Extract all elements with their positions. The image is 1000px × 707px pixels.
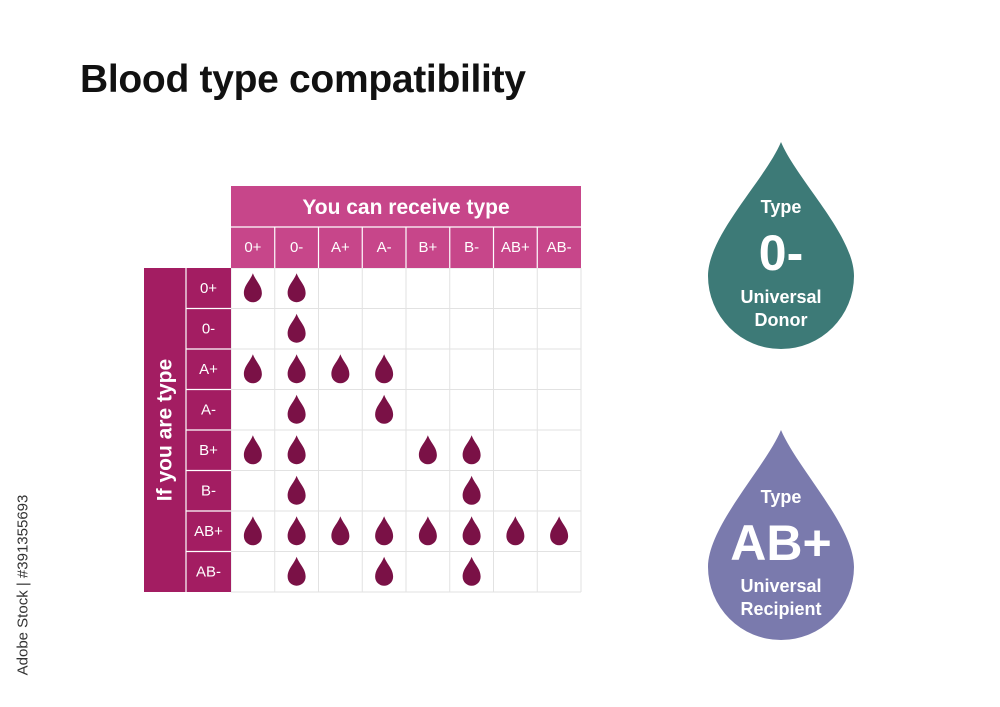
- drop-icon-B--receives-B-: [462, 475, 481, 505]
- drop-icon-AB--receives-A-: [375, 556, 394, 586]
- drop-icon-AB+-receives-AB+: [506, 516, 525, 546]
- column-label-AB-: AB-: [547, 239, 572, 256]
- drop-icon-AB+-receives-0-: [287, 516, 306, 546]
- stock-id-text: Adobe Stock | #391355693: [14, 494, 32, 676]
- universal-donor-badge: Type 0- Universal Donor: [705, 140, 857, 350]
- recipient-blood-type: AB+: [730, 515, 832, 571]
- drop-icon-AB+-receives-B+: [418, 516, 437, 546]
- drop-icon-0+-receives-0-: [287, 273, 306, 303]
- drop-icon-AB--receives-0-: [287, 556, 306, 586]
- drop-icon-AB+-receives-0+: [243, 516, 262, 546]
- drop-icon-A+-receives-A+: [331, 354, 350, 384]
- universal-recipient-badge: Type AB+ Universal Recipient: [705, 428, 857, 641]
- drop-icon-AB+-receives-B-: [462, 516, 481, 546]
- row-label-A-: A-: [201, 401, 216, 418]
- drop-icon-AB+-receives-AB-: [550, 516, 569, 546]
- drop-icon-AB+-receives-A-: [375, 516, 394, 546]
- column-header-title: You can receive type: [302, 196, 509, 219]
- blood-drop-icon: [708, 430, 854, 640]
- column-label-AB+: AB+: [501, 239, 530, 256]
- drop-icon-A+-receives-0-: [287, 354, 306, 384]
- blood-drop-icon: [708, 142, 854, 349]
- donor-type-label: Type: [760, 197, 802, 217]
- row-label-B-: B-: [201, 482, 216, 499]
- column-label-B-: B-: [464, 239, 479, 256]
- row-label-0+: 0+: [200, 280, 217, 297]
- donor-blood-type: 0-: [758, 225, 804, 281]
- row-header-title: If you are type: [154, 359, 177, 501]
- drop-icon-0+-receives-0+: [243, 273, 262, 303]
- recipient-line2: Recipient: [740, 599, 822, 619]
- donor-line1: Universal: [740, 287, 822, 307]
- row-label-0-: 0-: [202, 320, 215, 337]
- drop-icon-AB--receives-B-: [462, 556, 481, 586]
- stock-id-watermark: Adobe Stock | #391355693: [12, 470, 34, 700]
- recipient-line1: Universal: [740, 576, 822, 596]
- page-title: Blood type compatibility: [80, 58, 526, 101]
- drop-icon-A--receives-A-: [375, 394, 394, 424]
- drop-icon-A+-receives-0+: [243, 354, 262, 384]
- row-label-AB-: AB-: [196, 563, 221, 580]
- drop-icon-AB+-receives-A+: [331, 516, 350, 546]
- column-label-0-: 0-: [290, 239, 303, 256]
- column-label-B+: B+: [418, 239, 437, 256]
- row-label-B+: B+: [199, 442, 218, 459]
- drop-icon-B+-receives-B+: [418, 435, 437, 465]
- column-label-A+: A+: [331, 239, 350, 256]
- column-label-0+: 0+: [244, 239, 261, 256]
- drop-icon-B--receives-0-: [287, 475, 306, 505]
- row-label-AB+: AB+: [194, 523, 223, 540]
- drop-icon-B+-receives-0+: [243, 435, 262, 465]
- row-label-A+: A+: [199, 361, 218, 378]
- drop-icon-B+-receives-B-: [462, 435, 481, 465]
- drop-icon-B+-receives-0-: [287, 435, 306, 465]
- drop-icon-A+-receives-A-: [375, 354, 394, 384]
- drop-icon-A--receives-0-: [287, 394, 306, 424]
- recipient-type-label: Type: [760, 487, 802, 507]
- drop-icon-0--receives-0-: [287, 313, 306, 343]
- donor-line2: Donor: [754, 310, 808, 330]
- column-label-A-: A-: [377, 239, 392, 256]
